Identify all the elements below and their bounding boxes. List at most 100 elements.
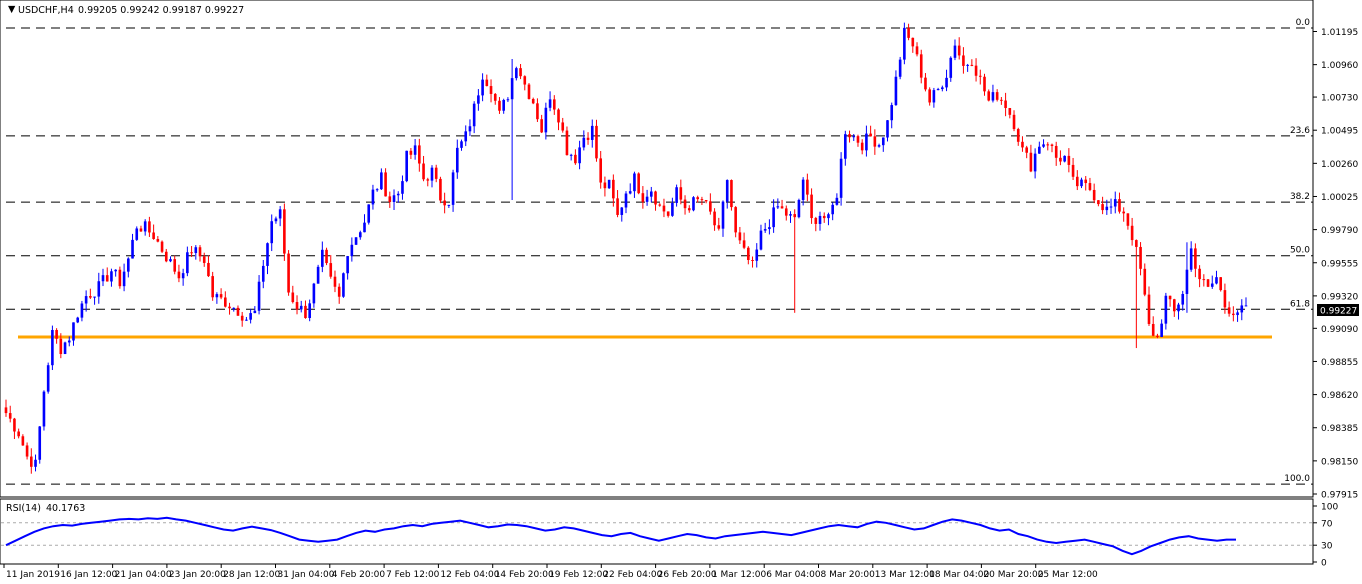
candle — [924, 73, 927, 92]
time-tick-label: 14 Feb 20:00 — [495, 570, 554, 580]
candle — [388, 191, 392, 208]
candle — [38, 426, 42, 464]
candle — [1232, 306, 1235, 322]
candle — [409, 148, 413, 160]
candle — [865, 125, 868, 157]
price-tick-label: 0.99090 — [1321, 325, 1358, 335]
time-tick-label: 21 Jan 04:00 — [115, 570, 172, 580]
candle — [299, 300, 303, 313]
candle — [540, 114, 543, 134]
candle — [1177, 302, 1180, 320]
candle — [139, 225, 143, 232]
candle — [46, 362, 50, 394]
candle — [1189, 241, 1193, 272]
candle — [464, 125, 468, 147]
symbol-label: USDCHF,H4 — [18, 5, 74, 16]
candle — [873, 129, 877, 155]
candle — [1198, 265, 1201, 288]
candle — [67, 336, 71, 347]
price-tick-label: 1.00730 — [1321, 94, 1358, 104]
candle — [679, 179, 683, 205]
candle — [768, 219, 771, 235]
current-price-tag — [1317, 304, 1359, 316]
candle — [531, 97, 535, 105]
candle — [270, 214, 274, 252]
candle — [1105, 199, 1109, 215]
candle — [304, 300, 307, 319]
candle — [877, 143, 881, 148]
candle — [666, 211, 670, 218]
candle — [1210, 275, 1214, 289]
candle — [569, 153, 573, 161]
candle — [936, 87, 940, 91]
candle — [160, 240, 164, 253]
candle — [337, 283, 341, 304]
candle — [455, 139, 459, 179]
candle — [709, 193, 712, 215]
candle — [186, 246, 189, 277]
candle — [1021, 136, 1024, 152]
candle — [856, 134, 860, 147]
candle — [164, 248, 168, 263]
candle — [1126, 213, 1130, 230]
fib-level-label: 23.6 — [1290, 126, 1310, 136]
candle — [747, 246, 750, 265]
candle — [911, 37, 915, 53]
candle — [198, 245, 202, 262]
candle — [468, 119, 472, 137]
candle — [945, 69, 948, 92]
rsi-tick-label: 70 — [1321, 519, 1333, 529]
candle — [1160, 319, 1163, 338]
candle — [1181, 290, 1185, 311]
candle — [806, 173, 809, 202]
candle — [287, 250, 290, 296]
candle — [637, 172, 640, 195]
candle — [181, 268, 185, 286]
candle — [422, 155, 425, 182]
candle — [472, 101, 476, 134]
candle — [1063, 155, 1066, 163]
candle — [835, 193, 839, 206]
candle — [932, 87, 936, 108]
candle — [536, 98, 539, 122]
candle — [1038, 141, 1041, 154]
fib-level-label: 100.0 — [1284, 474, 1310, 484]
candle — [919, 49, 923, 84]
price-tick-label: 0.98855 — [1321, 358, 1358, 368]
candle — [481, 73, 484, 102]
time-tick-label: 31 Jan 04:00 — [278, 570, 335, 580]
candle — [595, 119, 598, 162]
candle — [392, 189, 396, 211]
time-tick-label: 28 Jan 12:00 — [223, 570, 280, 580]
candle — [1172, 298, 1176, 317]
candle — [590, 119, 594, 148]
candle — [342, 272, 345, 298]
candle — [612, 174, 615, 207]
candle — [1004, 92, 1007, 117]
candle — [810, 188, 813, 224]
candle — [245, 316, 248, 321]
time-tick-label: 13 Mar 12:00 — [875, 570, 935, 580]
candle — [1156, 333, 1159, 339]
candle — [628, 183, 632, 195]
candle — [586, 132, 590, 145]
fib-level-label: 50.0 — [1290, 246, 1310, 256]
price-tick-label: 0.98150 — [1321, 457, 1358, 467]
candle — [173, 255, 177, 275]
candle — [755, 243, 759, 268]
candle — [928, 87, 931, 106]
candle — [519, 64, 522, 80]
candle — [118, 266, 122, 289]
candle — [131, 233, 134, 259]
price-tick-label: 0.99320 — [1321, 292, 1358, 302]
candle — [25, 442, 29, 460]
candle — [443, 192, 446, 214]
candle — [510, 58, 514, 201]
candle — [152, 224, 155, 240]
candle — [1084, 176, 1088, 191]
candle — [738, 226, 742, 245]
candle — [561, 117, 565, 133]
candle — [915, 42, 919, 57]
candle — [401, 175, 404, 200]
price-tick-label: 1.00960 — [1321, 61, 1358, 71]
